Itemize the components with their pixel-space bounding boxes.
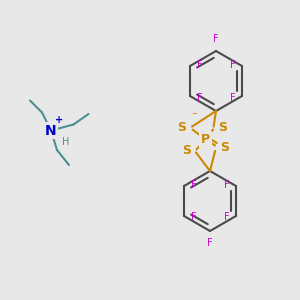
Text: +: + bbox=[55, 115, 63, 125]
Text: F: F bbox=[224, 179, 230, 190]
Text: ⁻: ⁻ bbox=[191, 112, 197, 122]
Text: S: S bbox=[218, 121, 227, 134]
Text: N: N bbox=[45, 124, 57, 137]
Text: H: H bbox=[61, 137, 69, 147]
Text: F: F bbox=[196, 92, 202, 103]
Text: F: F bbox=[213, 34, 219, 44]
Text: S: S bbox=[178, 121, 187, 134]
Text: S: S bbox=[182, 144, 191, 158]
Text: F: F bbox=[190, 212, 196, 223]
Text: P: P bbox=[201, 133, 210, 146]
Text: F: F bbox=[230, 59, 236, 70]
Text: F: F bbox=[230, 92, 236, 103]
Text: S: S bbox=[220, 141, 230, 154]
Text: F: F bbox=[224, 212, 230, 223]
Text: F: F bbox=[207, 238, 213, 248]
Text: F: F bbox=[190, 179, 196, 190]
Text: F: F bbox=[196, 59, 202, 70]
